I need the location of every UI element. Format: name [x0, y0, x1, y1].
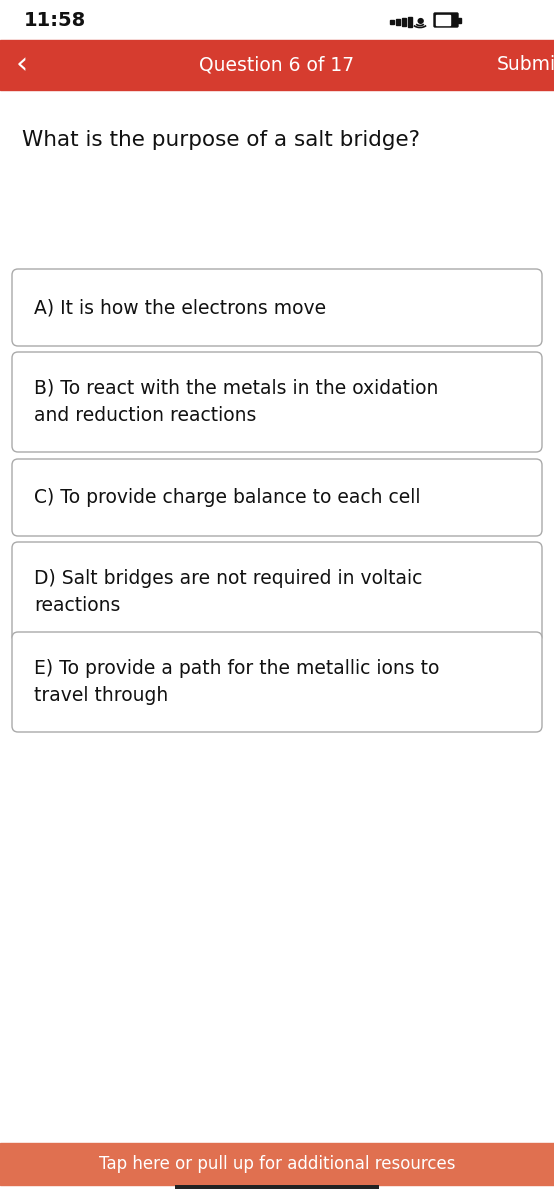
FancyBboxPatch shape	[12, 542, 542, 642]
Bar	[408, 17, 412, 26]
FancyBboxPatch shape	[12, 458, 542, 536]
Text: Submit: Submit	[497, 55, 554, 74]
Bar	[0, 40, 554, 90]
FancyBboxPatch shape	[12, 352, 542, 452]
FancyBboxPatch shape	[434, 13, 458, 26]
Text: A) It is how the electrons move: A) It is how the electrons move	[34, 298, 326, 317]
Text: B) To react with the metals in the oxidation
and reduction reactions: B) To react with the metals in the oxida…	[34, 379, 438, 425]
Bar	[175, 1186, 379, 1189]
Text: D) Salt bridges are not required in voltaic
reactions: D) Salt bridges are not required in volt…	[34, 569, 422, 616]
Text: C) To provide charge balance to each cell: C) To provide charge balance to each cel…	[34, 488, 420, 506]
Bar	[0, 0, 554, 40]
Bar	[396, 19, 400, 25]
Bar	[458, 18, 460, 23]
Text: Tap here or pull up for additional resources: Tap here or pull up for additional resou…	[99, 1154, 455, 1174]
Bar	[390, 20, 394, 24]
Bar	[402, 18, 406, 26]
FancyBboxPatch shape	[12, 269, 542, 346]
Text: ●: ●	[417, 16, 424, 24]
Text: ‹: ‹	[16, 50, 28, 79]
Bar	[0, 1142, 554, 1186]
Text: E) To provide a path for the metallic ions to
travel through: E) To provide a path for the metallic io…	[34, 659, 439, 706]
Text: What is the purpose of a salt bridge?: What is the purpose of a salt bridge?	[22, 130, 420, 150]
Text: Question 6 of 17: Question 6 of 17	[199, 55, 355, 74]
Bar	[436, 14, 450, 25]
Text: 11:58: 11:58	[24, 11, 86, 30]
FancyBboxPatch shape	[12, 632, 542, 732]
